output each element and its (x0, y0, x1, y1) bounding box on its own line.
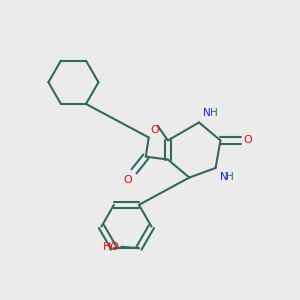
Text: H: H (226, 172, 234, 182)
Text: N: N (203, 108, 211, 118)
Text: N: N (220, 172, 228, 182)
Text: HO: HO (103, 242, 120, 252)
Text: O: O (124, 175, 133, 185)
Text: H: H (210, 108, 218, 118)
Text: O: O (151, 125, 159, 135)
Text: O: O (243, 135, 252, 146)
